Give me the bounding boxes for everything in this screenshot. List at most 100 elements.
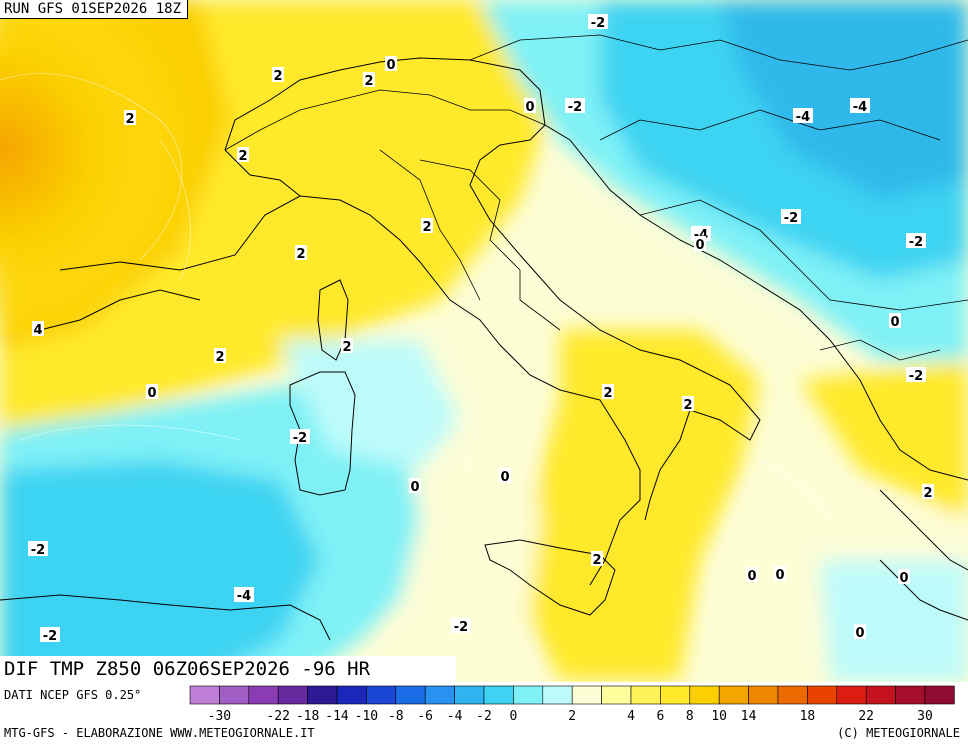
legend-swatch: [601, 685, 632, 705]
legend-swatch: [718, 685, 749, 705]
legend-tick-label: 10: [711, 709, 727, 724]
svg-text:2: 2: [603, 386, 612, 401]
svg-text:0: 0: [525, 100, 534, 115]
contour-label: -4: [850, 98, 870, 115]
legend-swatch: [424, 685, 455, 705]
contour-label: 0: [499, 468, 511, 485]
legend-swatch: [513, 685, 544, 705]
contour-label: -2: [906, 233, 926, 250]
svg-text:2: 2: [238, 149, 247, 164]
svg-text:-2: -2: [909, 235, 923, 250]
svg-text:0: 0: [775, 568, 784, 583]
contour-label: 0: [146, 384, 158, 401]
legend-swatch: [630, 685, 661, 705]
legend-tick-label: -2: [476, 709, 492, 724]
legend-tick-label: 2: [568, 709, 576, 724]
svg-text:-4: -4: [853, 100, 867, 115]
contour-label: 2: [237, 147, 249, 164]
legend-tick-label: -4: [447, 709, 463, 724]
contour-label: 2: [363, 72, 375, 89]
contour-label: 2: [602, 384, 614, 401]
contour-label: 0: [898, 569, 910, 586]
legend-tick-label: -14: [325, 709, 349, 724]
legend-tick-label: 6: [656, 709, 664, 724]
svg-text:2: 2: [364, 74, 373, 89]
svg-text:-2: -2: [31, 543, 45, 558]
contour-label: -2: [565, 98, 585, 115]
svg-text:0: 0: [855, 626, 864, 641]
svg-text:-2: -2: [293, 431, 307, 446]
contour-label: 2: [295, 245, 307, 262]
svg-text:2: 2: [592, 553, 601, 568]
svg-text:0: 0: [147, 386, 156, 401]
contour-label: 2: [341, 338, 353, 355]
svg-text:2: 2: [342, 340, 351, 355]
legend-tick-label: -18: [296, 709, 319, 724]
contour-label: 0: [889, 313, 901, 330]
contour-label: 2: [214, 348, 226, 365]
contour-label: -4: [234, 587, 254, 604]
contour-label: 2: [124, 110, 136, 127]
svg-text:-2: -2: [909, 369, 923, 384]
legend-tick-label: 22: [858, 709, 874, 724]
svg-text:-2: -2: [591, 16, 605, 31]
svg-text:-4: -4: [796, 110, 810, 125]
legend-swatch: [219, 685, 250, 705]
color-scale-legend: -30 -22 -18 -14 -10 -8 -6 -4 -2 0 2 4 6 8 10 14 18 22 30: [0, 682, 968, 745]
svg-text:0: 0: [386, 58, 395, 73]
contour-label: -2: [588, 14, 608, 31]
svg-text:4: 4: [33, 323, 42, 338]
contour-label: 0: [524, 98, 536, 115]
svg-text:2: 2: [125, 112, 134, 127]
legend-tick-label: 30: [917, 709, 933, 724]
legend-swatch: [248, 685, 279, 705]
contour-label: 0: [774, 566, 786, 583]
contour-label: 2: [682, 396, 694, 413]
svg-text:2: 2: [683, 398, 692, 413]
country-borders: [224, 34, 968, 361]
warm-core-west: [0, 0, 200, 360]
run-title: RUN GFS 01SEP2026 18Z: [0, 0, 189, 19]
legend-swatch: [395, 685, 426, 705]
contour-label: -2: [906, 367, 926, 384]
svg-text:0: 0: [899, 571, 908, 586]
legend-swatch: [542, 685, 573, 705]
contour-label: 0: [854, 624, 866, 641]
data-source-label: DATI NCEP GFS 0.25°: [4, 688, 142, 702]
contour-label: 0: [385, 56, 397, 73]
svg-text:2: 2: [296, 247, 305, 262]
svg-text:-2: -2: [454, 620, 468, 635]
legend-swatch: [807, 685, 838, 705]
svg-text:-2: -2: [784, 211, 798, 226]
svg-text:0: 0: [890, 315, 899, 330]
legend-tick-label: -30: [208, 709, 231, 724]
legend-swatch: [454, 685, 485, 705]
contour-label: 2: [272, 67, 284, 84]
legend-tick-label: -8: [388, 709, 404, 724]
legend-swatch: [689, 685, 720, 705]
legend-tick-label: 18: [800, 709, 816, 724]
legend-tick-label: -10: [355, 709, 378, 724]
contour-label: 2: [591, 551, 603, 568]
contour-label: 4: [32, 321, 44, 338]
contour-label: -2: [451, 618, 471, 635]
svg-text:2: 2: [422, 220, 431, 235]
legend-tick-label: -22: [266, 709, 289, 724]
legend-swatch: [895, 685, 926, 705]
contour-label: 0: [409, 478, 421, 495]
legend-tick-label: 0: [509, 709, 517, 724]
legend-tick-label: 4: [627, 709, 635, 724]
svg-text:-4: -4: [237, 589, 251, 604]
contour-label: 0: [746, 567, 758, 584]
legend-swatch: [924, 685, 955, 705]
legend-swatch: [336, 685, 367, 705]
legend-swatch: [189, 685, 220, 705]
svg-text:0: 0: [747, 569, 756, 584]
svg-text:2: 2: [923, 486, 932, 501]
credit-right: (C) METEOGIORNALE: [837, 726, 960, 740]
contour-label: 0: [694, 236, 706, 253]
svg-text:0: 0: [410, 480, 419, 495]
legend-swatch: [571, 685, 602, 705]
